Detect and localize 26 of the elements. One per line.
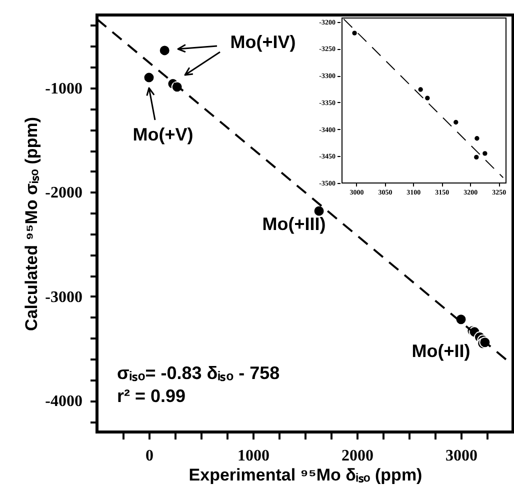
annotation: σᵢₛₒ= -0.83 δᵢₛₒ - 758 [117, 363, 280, 383]
y-tick-label: -2000 [45, 184, 82, 202]
point [418, 87, 423, 92]
annotation: Mo(+V) [132, 124, 194, 145]
point [454, 120, 458, 125]
x-tick-label: 2000 [342, 448, 374, 464]
point [425, 96, 430, 100]
x-axis-title: Experimental ⁹⁵Mo δᵢₛₒ (ppm) [188, 466, 422, 484]
point [143, 72, 155, 84]
point [352, 30, 357, 36]
point [474, 136, 480, 141]
annotation: Mo(+III) [262, 214, 326, 234]
annotation: Mo(+II) [412, 340, 470, 361]
point [474, 154, 479, 160]
y-axis-title: Calculated ⁹⁵Mo σᵢₛₒ (ppm) [22, 117, 42, 331]
point [482, 151, 488, 156]
x-tick-label: 3000 [446, 448, 478, 464]
x-tick-label: 1000 [238, 448, 270, 464]
y-tick-label: -4000 [45, 393, 82, 410]
point [158, 44, 170, 56]
x-tick-label: 0 [146, 448, 154, 464]
y-tick-label: -1000 [45, 80, 82, 98]
annotation: Mo(+IV) [230, 32, 296, 52]
point [313, 205, 325, 217]
annotation: r² = 0.99 [117, 386, 186, 406]
y-tick-label: -3000 [45, 288, 82, 306]
